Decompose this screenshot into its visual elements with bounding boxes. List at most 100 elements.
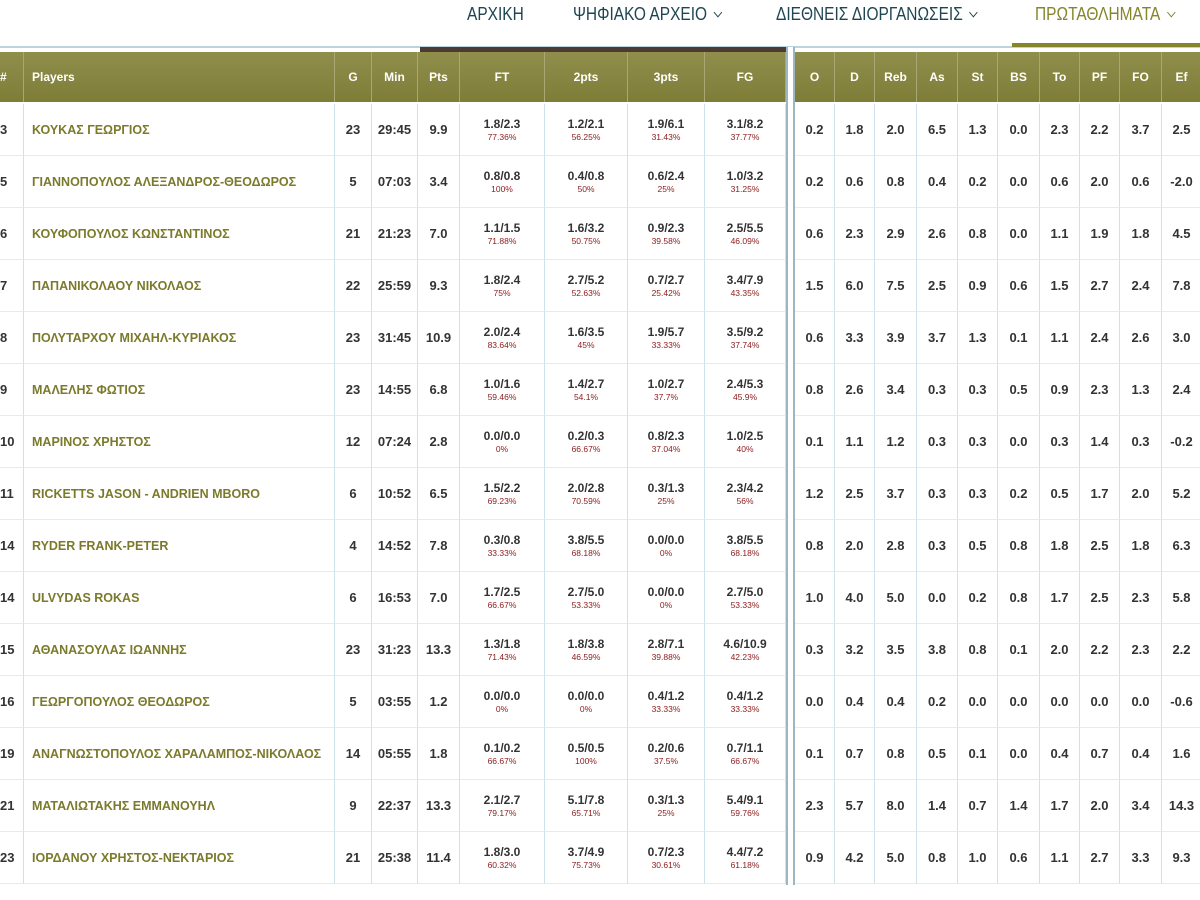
player-name[interactable]: ΑΘΑΝΑΣΟΥΛΑΣ ΙΩΑΝΝΗΣ	[24, 624, 335, 676]
player-name[interactable]: ΙΟΡΔΑΝΟΥ ΧΡΗΣΤΟΣ-ΝΕΚΤΑΡΙΟΣ	[24, 832, 335, 884]
stat-cell: 2.0	[875, 104, 917, 156]
player-number: 9	[0, 364, 24, 416]
stat-cell: 1.8	[1120, 520, 1162, 572]
shooting-cell: 2.7/5.2 52.63%	[545, 260, 628, 312]
percentage: 37.04%	[651, 443, 681, 454]
player-number: 16	[0, 676, 24, 728]
stat-cell: 14:55	[372, 364, 418, 416]
shooting-cell: 0.5/0.5 100%	[545, 728, 628, 780]
stat-cell: 1.9	[1080, 208, 1120, 260]
stat-cell: 0.3	[1040, 416, 1080, 468]
player-name[interactable]: ΜΑΤΑΛΙΩΤΑΚΗΣ ΕΜΜΑΝΟΥΗΛ	[24, 780, 335, 832]
percentage: 46.09%	[730, 235, 760, 246]
percentage: 59.76%	[730, 807, 760, 818]
stat-cell: 0.0	[917, 572, 958, 624]
nav-label[interactable]: ΔΙΕΘΝΕΙΣ ΔΙΟΡΓΑΝΩΣΕΙΣ	[776, 4, 963, 24]
stat-cell: 2.3	[1120, 624, 1162, 676]
percentage: 69.23%	[487, 495, 517, 506]
made-attempted: 0.0/0.0	[647, 584, 685, 599]
stat-cell: 0.2	[958, 572, 998, 624]
made-attempted: 1.9/5.7	[647, 324, 685, 339]
nav-item[interactable]: ΨΗΦΙΑΚΟ ΑΡΧΕΙΟ	[573, 4, 723, 28]
stat-cell: 14:52	[372, 520, 418, 572]
stat-cell: 2.5	[1162, 104, 1200, 156]
stat-cell: 0.1	[998, 624, 1040, 676]
stat-cell: 1.2	[875, 416, 917, 468]
shooting-cell: 1.8/3.0 60.32%	[460, 832, 545, 884]
stat-cell: 7.8	[418, 520, 460, 572]
header-accent	[420, 47, 792, 52]
stat-cell: 0.9	[795, 832, 835, 884]
stat-cell: 0.8	[958, 624, 998, 676]
player-name[interactable]: ΚΟΥΚΑΣ ΓΕΩΡΓΙΟΣ	[24, 104, 335, 156]
stat-cell: 2.6	[1120, 312, 1162, 364]
player-name[interactable]: ΚΟΥΦΟΠΟΥΛΟΣ ΚΩΝΣΤΑΝΤΙΝΟΣ	[24, 208, 335, 260]
stat-cell: 0.0	[998, 156, 1040, 208]
percentage: 53.33%	[571, 599, 601, 610]
shooting-cell: 1.4/2.7 54.1%	[545, 364, 628, 416]
stat-cell: 5	[335, 676, 372, 728]
dropdown-chevron[interactable]	[1166, 7, 1176, 18]
nav-label[interactable]: ΑΡΧΙΚΗ	[467, 4, 524, 24]
player-name[interactable]: ULVYDAS ROKAS	[24, 572, 335, 624]
player-name[interactable]: ΠΟΛΥΤΑΡΧΟΥ ΜΙΧΑΗΛ-ΚΥΡΙΑΚΟΣ	[24, 312, 335, 364]
player-name[interactable]: ΑΝΑΓΝΩΣΤΟΠΟΥΛΟΣ ΧΑΡΑΛΑΜΠΟΣ-ΝΙΚΟΛΑΟΣ	[24, 728, 335, 780]
stat-cell: 1.0	[795, 572, 835, 624]
nav-label[interactable]: ΨΗΦΙΑΚΟ ΑΡΧΕΙΟ	[573, 4, 708, 24]
stat-cell: 31:45	[372, 312, 418, 364]
percentage: 68.18%	[730, 547, 760, 558]
made-attempted: 1.5/2.2	[483, 480, 521, 495]
stat-cell: 6.5	[418, 468, 460, 520]
percentage: 71.43%	[487, 651, 517, 662]
stat-cell: 2.6	[917, 208, 958, 260]
stat-cell: 0.4	[875, 676, 917, 728]
stat-cell: 5	[335, 156, 372, 208]
percentage: 79.17%	[487, 807, 517, 818]
player-name[interactable]: ΓΙΑΝΝΟΠΟΥΛΟΣ ΑΛΕΞΑΝΔΡΟΣ-ΘΕΟΔΩΡΟΣ	[24, 156, 335, 208]
dropdown-chevron[interactable]	[969, 7, 978, 18]
stat-cell: 0.0	[795, 676, 835, 728]
percentage: 52.63%	[571, 287, 601, 298]
shooting-cell: 2.5/5.5 46.09%	[705, 208, 786, 260]
stat-cell: 1.3	[958, 312, 998, 364]
stat-cell: 2.0	[835, 520, 875, 572]
shooting-cell: 5.1/7.8 65.71%	[545, 780, 628, 832]
nav-item[interactable]: ΠΡΩΤΑΘΛΗΜΑΤΑ	[1035, 4, 1176, 28]
made-attempted: 0.6/2.4	[647, 168, 685, 183]
made-attempted: 3.7/4.9	[567, 844, 605, 859]
player-name[interactable]: RICKETTS JASON - ANDRIEN MBORO	[24, 468, 335, 520]
shooting-cell: 0.8/2.3 37.04%	[628, 416, 705, 468]
player-name[interactable]: RYDER FRANK-PETER	[24, 520, 335, 572]
stat-cell: 4	[335, 520, 372, 572]
stat-cell: 0.0	[1080, 676, 1120, 728]
stat-cell: 0.3	[958, 468, 998, 520]
made-attempted: 1.6/3.5	[567, 324, 605, 339]
stat-cell: 2.3	[835, 208, 875, 260]
player-number: 6	[0, 208, 24, 260]
stat-cell: 2.2	[1080, 104, 1120, 156]
shooting-cell: 2.7/5.0 53.33%	[705, 572, 786, 624]
percentage: 50.75%	[571, 235, 601, 246]
stat-cell: 2.4	[1080, 312, 1120, 364]
shooting-cell: 1.7/2.5 66.67%	[460, 572, 545, 624]
made-attempted: 0.3/1.3	[647, 792, 685, 807]
header-cell: St	[958, 52, 998, 102]
nav-item[interactable]: ΑΡΧΙΚΗ	[467, 4, 524, 28]
dropdown-chevron[interactable]	[713, 7, 723, 18]
player-name[interactable]: ΜΑΛΕΛΗΣ ΦΩΤΙΟΣ	[24, 364, 335, 416]
shooting-cell: 0.3/0.8 33.33%	[460, 520, 545, 572]
player-name[interactable]: ΠΑΠΑΝΙΚΟΛΑΟΥ ΝΙΚΟΛΑΟΣ	[24, 260, 335, 312]
stat-cell: 12	[335, 416, 372, 468]
nav-label[interactable]: ΠΡΩΤΑΘΛΗΜΑΤΑ	[1035, 4, 1161, 24]
stat-cell: 0.3	[917, 364, 958, 416]
header-cell: Reb	[875, 52, 917, 102]
stat-cell: 11.4	[418, 832, 460, 884]
player-name[interactable]: ΜΑΡΙΝΟΣ ΧΡΗΣΤΟΣ	[24, 416, 335, 468]
player-name[interactable]: ΓΕΩΡΓΟΠΟΥΛΟΣ ΘΕΟΔΩΡΟΣ	[24, 676, 335, 728]
stat-cell: 10.9	[418, 312, 460, 364]
stat-cell: 9.3	[1162, 832, 1200, 884]
nav-item[interactable]: ΔΙΕΘΝΕΙΣ ΔΙΟΡΓΑΝΩΣΕΙΣ	[776, 4, 978, 28]
percentage: 0%	[495, 703, 509, 714]
stat-cell: 3.9	[875, 312, 917, 364]
percentage: 66.67%	[487, 599, 517, 610]
